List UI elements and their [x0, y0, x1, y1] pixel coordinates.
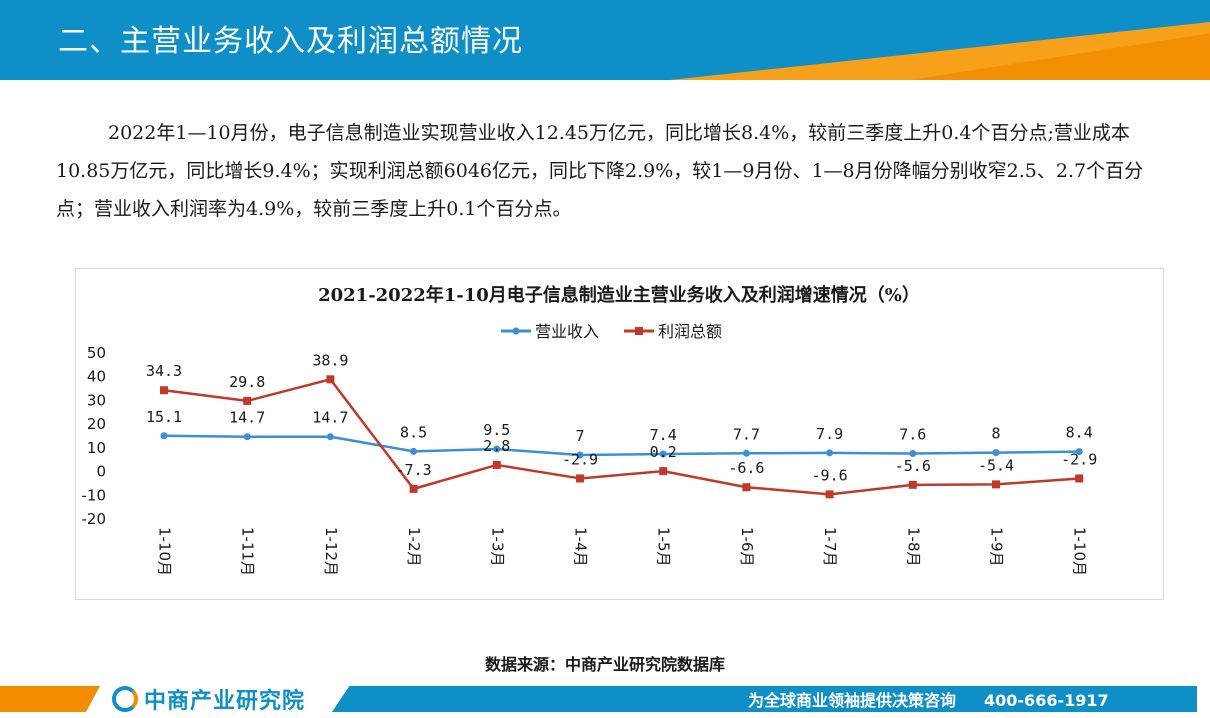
footer-orange-stripe — [0, 686, 100, 712]
y-tick-label: 10 — [87, 439, 106, 457]
profit-data-label: -7.3 — [396, 461, 432, 479]
x-tick-label: 1-3月 — [488, 527, 506, 567]
y-tick-label: 20 — [87, 415, 106, 433]
profit-point — [326, 375, 335, 384]
revenue-point — [742, 449, 750, 457]
chart-container: 2021-2022年1-10月电子信息制造业主营业务收入及利润增速情况（%） 营业… — [75, 268, 1164, 600]
profit-point — [160, 386, 168, 395]
logo-icon — [112, 686, 138, 712]
y-tick-label: 30 — [87, 391, 106, 409]
revenue-point — [909, 450, 917, 458]
profit-data-label: -5.4 — [978, 456, 1014, 474]
legend-marker-1 — [635, 327, 643, 335]
revenue-data-label: 7.6 — [899, 426, 926, 444]
revenue-point — [1075, 448, 1083, 456]
profit-data-label: -2.9 — [1061, 450, 1097, 468]
revenue-point — [659, 450, 667, 458]
revenue-point — [326, 433, 334, 441]
y-tick-label: 40 — [87, 368, 106, 386]
legend-label-1: 利润总额 — [658, 322, 722, 341]
x-tick-label: 1-8月 — [904, 527, 922, 567]
revenue-data-label: 8.4 — [1066, 424, 1093, 442]
profit-point — [492, 460, 501, 469]
profit-data-label: 0.2 — [650, 443, 677, 461]
profit-point — [576, 474, 584, 483]
revenue-data-label: 8 — [991, 425, 1000, 443]
series-line-profit — [163, 378, 1080, 496]
profit-point — [992, 480, 1000, 489]
x-tick-label: 1-5月 — [655, 527, 673, 567]
revenue-point — [992, 449, 1000, 457]
profit-data-label: 38.9 — [312, 351, 348, 369]
revenue-point — [493, 445, 501, 453]
revenue-point — [160, 432, 168, 440]
revenue-point — [576, 451, 584, 459]
data-source: 数据来源：中商产业研究院数据库 — [484, 655, 725, 674]
x-tick-label: 1-7月 — [821, 527, 839, 567]
x-tick-label: 1-12月 — [322, 527, 340, 576]
revenue-data-label: 14.7 — [229, 409, 265, 427]
legend-label-0: 营业收入 — [535, 322, 599, 341]
footer-blue-stripe — [332, 686, 1197, 712]
profit-data-label: -6.6 — [728, 459, 764, 477]
x-tick-label: 1-10月 — [1071, 527, 1089, 576]
footer-logo: 中商产业研究院 — [112, 682, 305, 716]
revenue-data-label: 7 — [575, 427, 584, 445]
profit-point — [1075, 474, 1084, 483]
profit-data-label: -2.9 — [562, 450, 598, 468]
revenue-data-label: 7.7 — [733, 425, 760, 443]
footer-bar: 中商产业研究院 为全球商业领袖提供决策咨询 400-666-1917 — [0, 682, 1210, 718]
x-tick-label: 1-2月 — [405, 527, 423, 567]
footer-slogan: 为全球商业领袖提供决策咨询 400-666-1917 — [748, 687, 1109, 711]
series-line-revenue — [163, 434, 1080, 457]
revenue-data-label: 15.1 — [146, 408, 182, 426]
revenue-data-label: 14.7 — [312, 409, 348, 427]
profit-data-label: 29.8 — [229, 373, 265, 391]
profit-data-label: -9.6 — [812, 466, 848, 484]
line-chart: 2021-2022年1-10月电子信息制造业主营业务收入及利润增速情况（%） 营业… — [82, 284, 1098, 576]
profit-data-label: -5.6 — [895, 457, 931, 475]
x-tick-label: 1-11月 — [239, 527, 257, 576]
x-tick-label: 1-9月 — [988, 527, 1006, 567]
slogan-text: 为全球商业领袖提供决策咨询 — [748, 691, 957, 710]
profit-point — [742, 483, 751, 492]
chart-title: 2021-2022年1-10月电子信息制造业主营业务收入及利润增速情况（%） — [318, 284, 920, 306]
page-title: 二、主营业务收入及利润总额情况 — [58, 24, 523, 59]
revenue-point — [410, 447, 418, 455]
x-tick-label: 1-4月 — [572, 527, 590, 567]
profit-point — [243, 396, 252, 405]
y-tick-label: -10 — [82, 486, 107, 504]
x-tick-label: 1-6月 — [738, 527, 756, 567]
phone-number: 400-666-1917 — [984, 691, 1109, 710]
revenue-data-label: 7.9 — [816, 425, 843, 443]
profit-data-label: 2.8 — [483, 437, 510, 455]
logo-text: 中商产业研究院 — [144, 689, 306, 714]
revenue-data-label: 9.5 — [483, 421, 510, 439]
header-banner: 二、主营业务收入及利润总额情况 — [0, 0, 1210, 80]
legend-marker-0 — [512, 327, 520, 335]
profit-point — [409, 484, 418, 493]
profit-point — [825, 490, 834, 499]
profit-point — [659, 467, 668, 476]
y-tick-label: 50 — [87, 344, 106, 362]
revenue-point — [243, 433, 251, 441]
revenue-data-label: 8.5 — [400, 423, 427, 441]
profit-data-label: 34.3 — [146, 362, 182, 380]
y-tick-label: -20 — [82, 510, 107, 528]
revenue-point — [826, 449, 834, 457]
y-tick-label: 0 — [96, 463, 106, 481]
revenue-data-label: 7.4 — [650, 426, 677, 444]
summary-paragraph: 2022年1—10月份，电子信息制造业实现营业收入12.45万亿元，同比增长8.… — [56, 122, 1144, 220]
x-tick-label: 1-10月 — [156, 527, 174, 576]
profit-point — [908, 480, 917, 489]
